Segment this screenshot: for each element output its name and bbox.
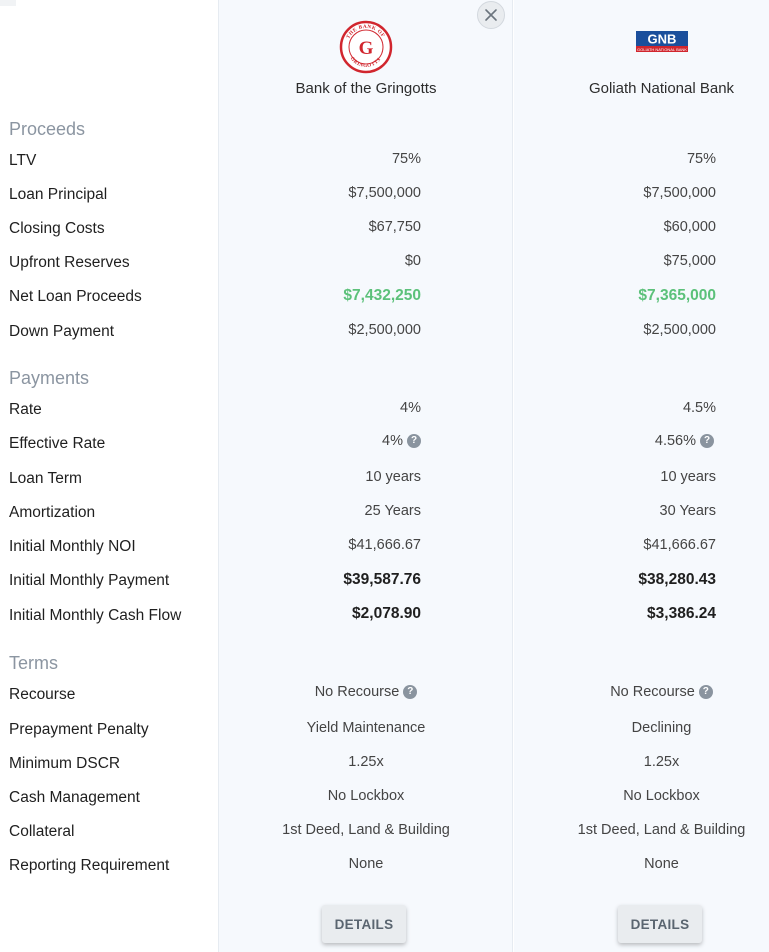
value-rate-goliath: 4.5% (682, 400, 716, 416)
label-effective-rate: Effective Rate (9, 435, 106, 452)
row-labels-column: Proceeds LTV Loan Principal Closing Cost… (0, 0, 218, 952)
help-icon[interactable]: ? (700, 434, 714, 448)
label-down-payment: Down Payment (9, 323, 115, 340)
label-upfront-reserves: Upfront Reserves (9, 254, 130, 271)
goliath-logo: GNB GOLIATH NATIONAL BANK (636, 31, 688, 53)
value-loan-term-gringotts: 10 years (365, 469, 421, 485)
help-icon[interactable]: ? (407, 434, 421, 448)
section-payments: Payments (9, 368, 90, 388)
value-recourse-goliath: No Recourse ? (514, 684, 769, 700)
recourse-text-goliath: No Recourse (610, 684, 695, 700)
value-effective-rate-goliath: 4.56% ? (514, 433, 714, 449)
value-initial-monthly-cash-flow-goliath: $3,386.24 (647, 605, 716, 622)
bank-column-gringotts (218, 0, 513, 952)
value-upfront-reserves-gringotts: $0 (404, 253, 421, 269)
value-closing-costs-goliath: $60,000 (663, 219, 716, 235)
value-initial-monthly-payment-gringotts: $39,587.76 (343, 571, 421, 588)
gringotts-logo: THE BANK OF GRINGOTTS G (339, 20, 393, 74)
effective-rate-text-gringotts: 4% (382, 433, 403, 449)
label-amortization: Amortization (9, 504, 96, 521)
gringotts-logo-letter: G (359, 38, 374, 59)
value-cash-management-goliath: No Lockbox (623, 788, 700, 804)
value-loan-term-goliath: 10 years (660, 469, 716, 485)
bank-column-goliath (514, 0, 769, 952)
label-minimum-dscr: Minimum DSCR (9, 755, 121, 772)
value-amortization-goliath: 30 Years (659, 503, 716, 519)
label-rate: Rate (9, 401, 42, 418)
value-amortization-gringotts: 25 Years (364, 503, 421, 519)
recourse-text-gringotts: No Recourse (314, 684, 400, 700)
bank-name-goliath: Goliath National Bank (588, 80, 735, 97)
top-corner-mark (0, 0, 16, 6)
label-ltv: LTV (9, 152, 37, 169)
label-initial-monthly-payment: Initial Monthly Payment (9, 572, 170, 589)
label-recourse: Recourse (9, 686, 76, 703)
bank-name-gringotts: Bank of the Gringotts (295, 80, 437, 97)
label-reporting-requirement: Reporting Requirement (9, 857, 170, 874)
label-loan-principal: Loan Principal (9, 186, 108, 203)
label-loan-term: Loan Term (9, 470, 82, 487)
value-rate-gringotts: 4% (400, 400, 421, 416)
help-icon[interactable]: ? (403, 685, 418, 699)
label-initial-monthly-noi: Initial Monthly NOI (9, 538, 136, 555)
value-net-loan-proceeds-goliath: $7,365,000 (638, 287, 716, 304)
value-closing-costs-gringotts: $67,750 (368, 219, 421, 235)
details-button-gringotts[interactable]: DETAILS (322, 905, 406, 943)
value-reporting-requirement-goliath: None (644, 856, 679, 872)
value-initial-monthly-noi-goliath: $41,666.67 (643, 537, 716, 553)
value-minimum-dscr-gringotts: 1.25x (348, 754, 384, 770)
help-icon[interactable]: ? (698, 685, 713, 699)
value-collateral-goliath: 1st Deed, Land & Building (577, 822, 746, 838)
details-button-goliath[interactable]: DETAILS (618, 905, 702, 943)
label-cash-management: Cash Management (9, 789, 140, 806)
value-collateral-gringotts: 1st Deed, Land & Building (282, 822, 450, 838)
value-initial-monthly-cash-flow-gringotts: $2,078.90 (352, 605, 421, 622)
value-loan-principal-gringotts: $7,500,000 (348, 185, 421, 201)
value-initial-monthly-payment-goliath: $38,280.43 (638, 571, 716, 588)
label-collateral: Collateral (9, 823, 75, 840)
value-effective-rate-gringotts: 4% ? (218, 433, 421, 449)
value-down-payment-goliath: $2,500,000 (643, 322, 716, 338)
value-initial-monthly-noi-gringotts: $41,666.67 (348, 537, 421, 553)
goliath-logo-subtext: GOLIATH NATIONAL BANK (637, 47, 687, 52)
close-icon (485, 9, 497, 21)
close-button[interactable] (477, 1, 505, 29)
value-cash-management-gringotts: No Lockbox (327, 788, 405, 804)
label-closing-costs: Closing Costs (9, 220, 105, 237)
label-initial-monthly-cash-flow: Initial Monthly Cash Flow (9, 607, 182, 624)
value-upfront-reserves-goliath: $75,000 (663, 253, 716, 269)
value-ltv-goliath: 75% (686, 151, 716, 167)
value-loan-principal-goliath: $7,500,000 (643, 185, 716, 201)
value-minimum-dscr-goliath: 1.25x (643, 754, 680, 770)
label-prepayment-penalty: Prepayment Penalty (9, 721, 149, 738)
value-ltv-gringotts: 75% (391, 151, 421, 167)
effective-rate-text-goliath: 4.56% (654, 433, 696, 449)
value-net-loan-proceeds-gringotts: $7,432,250 (343, 287, 421, 304)
value-prepayment-penalty-goliath: Declining (631, 720, 692, 736)
section-proceeds: Proceeds (9, 119, 86, 139)
goliath-logo-text: GNB (648, 32, 677, 47)
section-terms: Terms (9, 653, 58, 673)
value-down-payment-gringotts: $2,500,000 (348, 322, 421, 338)
value-prepayment-penalty-gringotts: Yield Maintenance (306, 720, 426, 736)
value-reporting-requirement-gringotts: None (348, 856, 384, 872)
label-net-loan-proceeds: Net Loan Proceeds (9, 288, 142, 305)
value-recourse-gringotts: No Recourse ? (218, 684, 514, 700)
